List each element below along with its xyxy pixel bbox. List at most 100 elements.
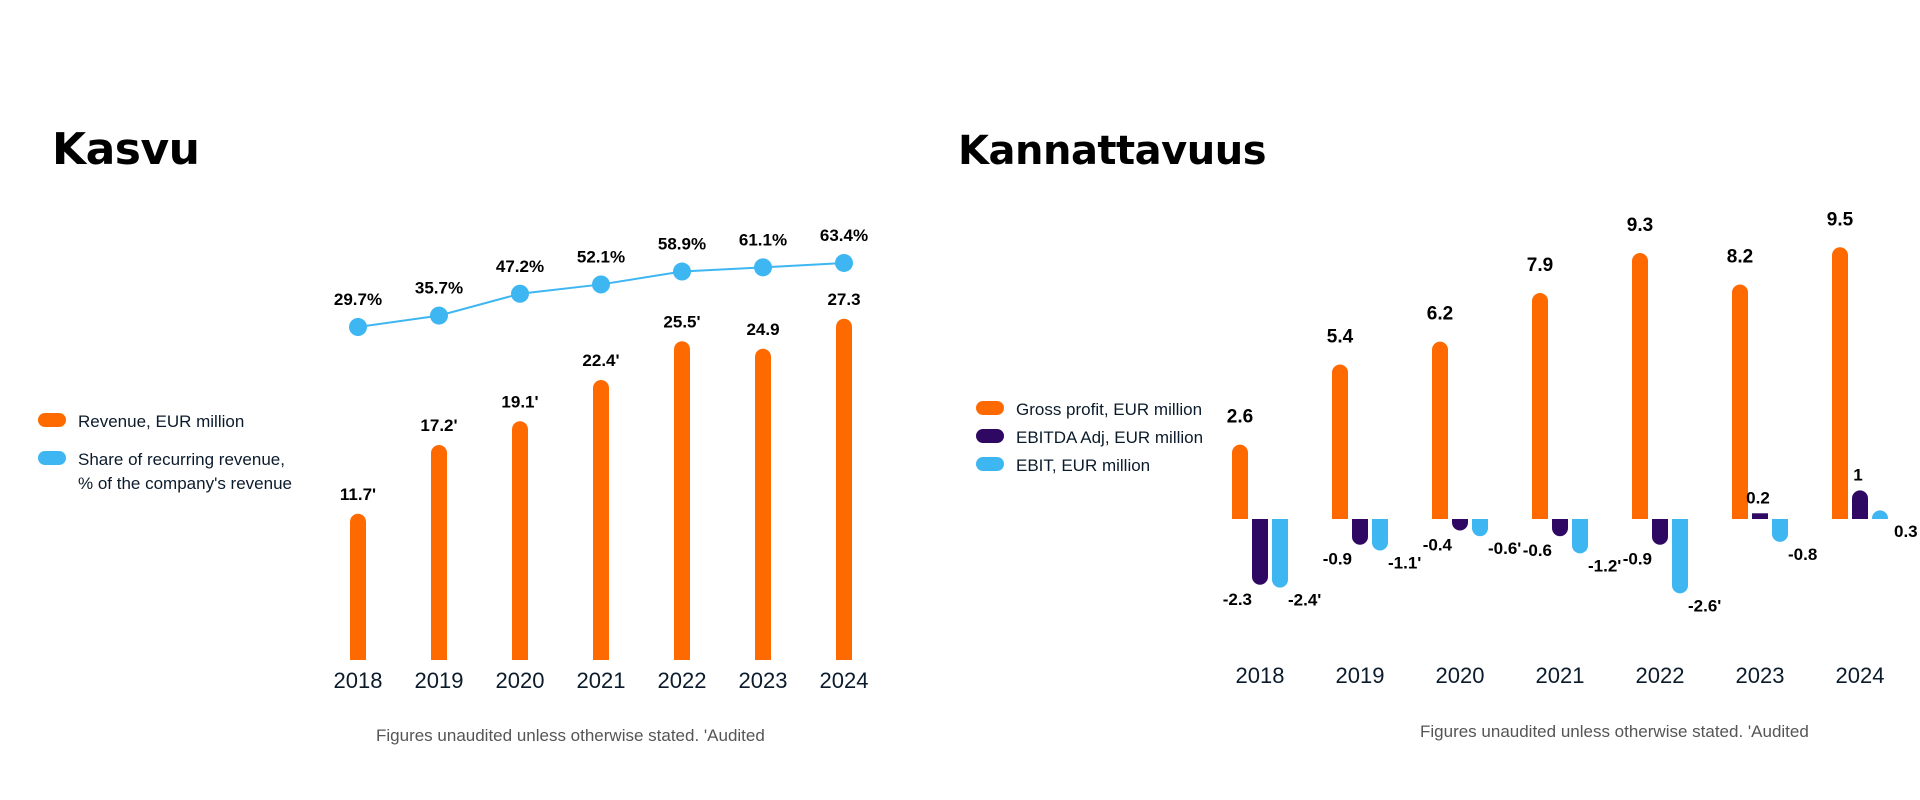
ebit-value-label: -1.2' [1588, 556, 1621, 575]
ebit-bar [1372, 519, 1388, 551]
revenue-bar [512, 421, 528, 660]
legend-label-ebitda-adj: EBITDA Adj, EUR million [1016, 428, 1204, 447]
ebit-bar [1672, 519, 1688, 594]
ebit-bar [1872, 510, 1888, 519]
x-tick-label: 2020 [1436, 663, 1485, 688]
legend-swatch-gross-profit [976, 401, 1004, 415]
recurring-share-label: 58.9% [658, 235, 706, 254]
ebitda-adj-bar [1552, 519, 1568, 537]
x-tick-label: 2021 [577, 668, 626, 693]
ebitda-adj-value-label: 1 [1853, 465, 1862, 484]
revenue-bar [593, 380, 609, 660]
profitability-legend: Gross profit, EUR million EBITDA Adj, EU… [976, 398, 1206, 482]
gross-profit-bar [1732, 284, 1748, 519]
profitability-panel: Kannattavuus Gross profit, EUR million E… [940, 0, 1920, 800]
revenue-value-label: 17.2' [420, 416, 457, 435]
gross-profit-value-label: 6.2 [1427, 304, 1453, 325]
legend-item-ebit: EBIT, EUR million [976, 454, 1206, 478]
gross-profit-bar [1832, 247, 1848, 520]
ebitda-adj-value-label: -0.9 [1323, 550, 1352, 569]
revenue-value-label: 19.1' [501, 392, 538, 411]
recurring-share-point [430, 306, 448, 325]
ebit-value-label: -0.8 [1788, 545, 1817, 564]
gross-profit-value-label: 8.2 [1727, 246, 1753, 267]
recurring-share-label: 63.4% [820, 226, 868, 245]
legend-swatch-ebitda-adj [976, 429, 1004, 443]
x-tick-label: 2018 [1236, 663, 1285, 688]
growth-footnote: Figures unaudited unless otherwise state… [376, 726, 765, 745]
x-tick-label: 2019 [1336, 663, 1385, 688]
x-tick-label: 2024 [820, 668, 869, 693]
ebitda-adj-value-label: -0.6 [1523, 541, 1552, 560]
recurring-share-label: 52.1% [577, 247, 625, 266]
ebit-bar [1272, 519, 1288, 588]
ebitda-adj-bar [1852, 490, 1868, 519]
gross-profit-value-label: 2.6 [1227, 407, 1253, 428]
x-tick-label: 2021 [1536, 663, 1585, 688]
ebitda-adj-value-label: 0.2 [1746, 488, 1770, 507]
profitability-title: Kannattavuus [958, 128, 1267, 174]
growth-title: Kasvu [52, 124, 200, 175]
gross-profit-bar [1532, 293, 1548, 519]
ebit-bar [1572, 519, 1588, 554]
ebitda-adj-bar [1352, 519, 1368, 545]
legend-label-recurring-share: Share of recurring revenue, % of the com… [78, 450, 292, 493]
x-tick-label: 2023 [739, 668, 788, 693]
gross-profit-value-label: 9.5 [1827, 209, 1854, 230]
revenue-bar [431, 445, 447, 660]
recurring-share-point [511, 284, 529, 303]
legend-label-gross-profit: Gross profit, EUR million [1016, 400, 1203, 419]
growth-legend: Revenue, EUR million Share of recurring … [38, 410, 298, 510]
recurring-share-point [673, 262, 691, 281]
legend-item-revenue: Revenue, EUR million [38, 410, 298, 434]
legend-item-ebitda-adj: EBITDA Adj, EUR million [976, 426, 1206, 450]
recurring-share-point [835, 253, 853, 272]
recurring-share-label: 35.7% [415, 279, 463, 298]
legend-label-ebit: EBIT, EUR million [1016, 456, 1151, 475]
x-tick-label: 2023 [1736, 663, 1785, 688]
recurring-share-point [754, 258, 772, 277]
ebitda-adj-value-label: -2.3 [1223, 590, 1252, 609]
revenue-bar [350, 513, 366, 660]
x-tick-label: 2019 [415, 668, 464, 693]
legend-label-revenue: Revenue, EUR million [78, 412, 245, 431]
legend-swatch-ebit [976, 457, 1004, 471]
gross-profit-value-label: 5.4 [1327, 327, 1354, 348]
ebit-value-label: 0.3 [1894, 522, 1918, 541]
ebitda-adj-bar [1752, 513, 1768, 519]
revenue-value-label: 27.3 [827, 290, 860, 309]
ebit-bar [1472, 519, 1488, 537]
x-tick-label: 2020 [496, 668, 545, 693]
ebit-value-label: -2.4' [1288, 591, 1321, 610]
ebit-value-label: -1.1' [1388, 553, 1421, 572]
recurring-share-point [349, 318, 367, 336]
legend-item-gross-profit: Gross profit, EUR million [976, 398, 1206, 422]
ebitda-adj-bar [1452, 519, 1468, 531]
x-tick-label: 2024 [1836, 663, 1885, 688]
gross-profit-bar [1232, 444, 1248, 519]
recurring-share-label: 29.7% [334, 290, 382, 309]
revenue-bar [836, 318, 852, 660]
revenue-value-label: 11.7' [340, 485, 376, 504]
gross-profit-bar [1632, 253, 1648, 519]
recurring-share-label: 47.2% [496, 257, 544, 276]
ebitda-adj-bar [1652, 519, 1668, 545]
ebitda-adj-value-label: -0.4 [1423, 535, 1453, 554]
legend-swatch-revenue [38, 413, 66, 427]
x-tick-label: 2018 [334, 668, 383, 693]
gross-profit-value-label: 9.3 [1627, 215, 1653, 236]
legend-swatch-recurring-share [38, 451, 66, 465]
ebitda-adj-value-label: -0.9 [1623, 550, 1652, 569]
gross-profit-bar [1432, 341, 1448, 519]
revenue-bar [674, 341, 690, 660]
recurring-share-point [592, 275, 610, 294]
x-tick-label: 2022 [658, 668, 707, 693]
recurring-share-label: 61.1% [739, 230, 787, 249]
growth-chart: 11.7' 2018 17.2' 2019 19.1' 2020 22.4' 2021 25.5… [334, 226, 869, 693]
x-tick-label: 2022 [1636, 663, 1685, 688]
revenue-value-label: 22.4' [582, 351, 619, 370]
gross-profit-bar [1332, 364, 1348, 519]
ebitda-adj-bar [1252, 519, 1268, 585]
revenue-value-label: 25.5' [663, 312, 700, 331]
ebit-value-label: -0.6' [1488, 539, 1521, 558]
